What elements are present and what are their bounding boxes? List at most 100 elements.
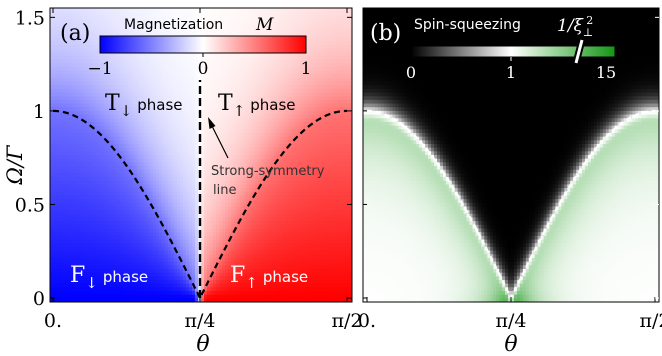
magnetization-cell	[176, 272, 181, 277]
magnetization-cell	[191, 15, 196, 20]
magnetization-cell	[110, 147, 115, 152]
magnetization-cell	[207, 92, 211, 97]
magnetization-cell	[134, 254, 139, 259]
magnetization-cell	[155, 30, 160, 35]
magnetization-cell	[62, 235, 66, 241]
magnetization-cell	[107, 217, 111, 222]
magnetization-cell	[122, 202, 127, 208]
magnetization-cell	[173, 74, 178, 79]
magnetization-cell	[140, 199, 145, 204]
magnetization-cell	[179, 81, 184, 86]
magnetization-cell	[176, 177, 181, 182]
magnetization-cell	[222, 136, 226, 141]
magnetization-cell	[173, 96, 178, 101]
magnetization-cell	[179, 103, 184, 108]
magnetization-cell	[50, 8, 54, 13]
magnetization-cell	[167, 272, 172, 277]
magnetization-cell	[228, 239, 232, 244]
magnetization-cell	[92, 147, 96, 152]
magnetization-cell	[56, 114, 60, 119]
magnetization-cell	[134, 30, 139, 35]
magnetization-cell	[197, 11, 202, 16]
magnetization-cell	[164, 110, 169, 116]
magnetization-cell	[56, 118, 60, 123]
magnetization-cell	[231, 210, 235, 215]
magnetization-cell	[62, 232, 66, 237]
magnetization-cell	[225, 224, 229, 230]
magnetization-cell	[173, 184, 178, 189]
magnetization-cell	[216, 15, 220, 20]
magnetization-cell	[222, 287, 226, 292]
magnetization-cell	[225, 74, 229, 79]
magnetization-cell	[146, 290, 151, 296]
magnetization-cell	[104, 158, 108, 163]
magnetization-cell	[101, 169, 105, 174]
magnetization-cell	[107, 166, 111, 171]
magnetization-cell	[92, 254, 96, 259]
magnetization-cell	[191, 298, 196, 302]
magnetization-cell	[89, 52, 93, 57]
magnetization-cell	[53, 30, 57, 35]
magnetization-cell	[56, 140, 60, 145]
magnetization-cell	[86, 235, 90, 241]
magnetization-cell	[140, 166, 145, 171]
magnetization-cell	[65, 37, 69, 42]
magnetization-cell	[83, 107, 87, 112]
magnetization-cell	[225, 188, 229, 193]
magnetization-cell	[143, 246, 148, 252]
magnetization-cell	[158, 125, 163, 130]
magnetization-cell	[155, 290, 160, 296]
magnetization-cell	[137, 272, 142, 277]
magnetization-cell	[137, 107, 142, 112]
magnetization-cell	[194, 246, 199, 252]
magnetization-cell	[164, 74, 169, 79]
magnetization-cell	[216, 283, 220, 288]
magnetization-cell	[113, 151, 118, 156]
magnetization-cell	[56, 37, 60, 42]
magnetization-cell	[201, 243, 205, 248]
magnetization-cell	[228, 88, 232, 94]
magnetization-cell	[182, 276, 187, 281]
magnetization-cell	[161, 158, 166, 163]
magnetization-cell	[137, 166, 142, 171]
magnetization-cell	[137, 129, 142, 134]
magnetization-cell	[137, 52, 142, 57]
magnetization-cell	[101, 188, 105, 193]
magnetization-cell	[59, 257, 63, 263]
magnetization-cell	[219, 81, 223, 86]
magnetization-cell	[107, 155, 111, 160]
magnetization-cell	[207, 206, 211, 211]
magnetization-cell	[173, 81, 178, 86]
magnetization-cell	[222, 268, 226, 274]
magnetization-cell	[62, 169, 66, 174]
magnetization-cell	[110, 188, 115, 193]
magnetization-cell	[219, 246, 223, 252]
panel-a: (a) Magnetization M −1 0 1 T↓ phase T↑ pha…	[3, 7, 362, 356]
magnetization-cell	[176, 92, 181, 97]
magnetization-cell	[170, 228, 175, 233]
magnetization-cell	[143, 257, 148, 263]
magnetization-cell	[228, 228, 232, 233]
magnetization-cell	[86, 290, 90, 296]
magnetization-cell	[146, 224, 151, 230]
magnetization-cell	[95, 294, 99, 299]
magnetization-cell	[68, 177, 72, 182]
magnetization-cell	[161, 155, 166, 160]
magnetization-cell	[182, 19, 187, 24]
magnetization-cell	[185, 206, 190, 211]
magnetization-cell	[71, 173, 75, 178]
magnetization-cell	[128, 132, 133, 138]
magnetization-cell	[113, 195, 118, 200]
magnetization-cell	[128, 121, 133, 127]
magnetization-cell	[77, 143, 81, 149]
magnetization-cell	[125, 235, 130, 241]
magnetization-cell	[116, 129, 121, 134]
magnetization-cell	[128, 70, 133, 75]
magnetization-cell	[98, 11, 102, 16]
magnetization-cell	[119, 151, 124, 156]
magnetization-cell	[228, 81, 232, 86]
magnetization-cell	[80, 195, 84, 200]
magnetization-cell	[164, 188, 169, 193]
magnetization-cell	[149, 151, 154, 156]
magnetization-cell	[62, 44, 66, 50]
